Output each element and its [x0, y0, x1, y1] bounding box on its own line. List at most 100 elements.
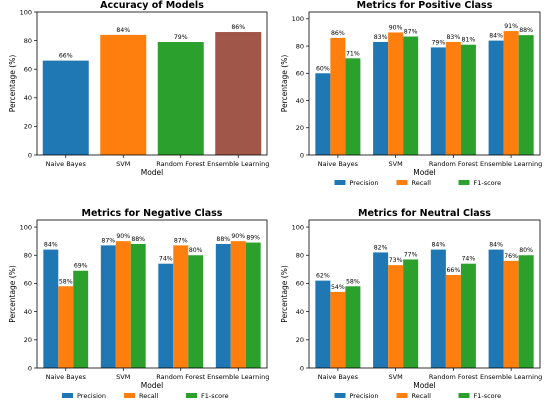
x-axis-label: Model: [141, 381, 164, 390]
y-tick-label: 40: [296, 97, 304, 105]
bar-f1-score-4: [245, 242, 261, 368]
bar-recall-1: [330, 291, 346, 368]
bar-precision-3: [430, 249, 446, 368]
bar-f1-score-1: [73, 270, 89, 368]
y-axis-label: Percentage (%): [280, 265, 289, 323]
data-label: 88%: [216, 236, 230, 243]
legend: Precision Recall F1-score: [334, 179, 501, 187]
x-tick-label: SVM: [116, 160, 130, 168]
bar-accuracy-1: [42, 60, 89, 156]
bar-recall-4: [230, 241, 246, 368]
x-tick-label: Naive Bayes: [46, 160, 87, 168]
y-tick-label: 100: [20, 223, 32, 231]
legend-swatch: [396, 180, 408, 185]
legend-swatch: [124, 393, 135, 398]
y-tick-label: 80: [24, 37, 32, 45]
data-label: 77%: [404, 251, 418, 258]
y-tick-label: 20: [24, 123, 32, 131]
bar-precision-2: [100, 245, 116, 368]
y-tick-label: 80: [296, 252, 304, 260]
data-label: 79%: [174, 34, 188, 41]
bar-precision-1: [315, 280, 331, 368]
bar-f1-score-4: [518, 255, 534, 368]
x-tick-label: Random Forest: [429, 160, 478, 168]
data-label: 90%: [389, 24, 403, 31]
x-axis-label: Model: [413, 168, 436, 177]
x-tick-label: SVM: [389, 373, 403, 381]
legend-label: Precision: [350, 392, 379, 400]
x-tick-label: Naive Bayes: [318, 373, 359, 381]
legend-label: Recall: [412, 179, 432, 187]
y-tick-label: 20: [24, 336, 32, 344]
data-label: 69%: [74, 263, 88, 270]
y-tick-label: 40: [24, 94, 32, 102]
data-label: 87%: [174, 237, 188, 244]
x-tick-label: Naive Bayes: [318, 160, 359, 168]
data-label: 71%: [346, 50, 360, 57]
bar-recall-3: [173, 245, 189, 368]
data-label: 84%: [489, 242, 503, 249]
chart-title: Accuracy of Models: [100, 0, 204, 11]
data-label: 58%: [346, 278, 360, 285]
bar-recall-2: [388, 32, 404, 155]
data-label: 84%: [116, 27, 130, 34]
bar-f1-score-1: [345, 286, 361, 368]
legend-swatch: [458, 180, 470, 185]
bar-precision-2: [373, 41, 389, 155]
legend-swatch: [334, 180, 346, 185]
x-tick-label: Random Forest: [429, 373, 478, 381]
data-label: 86%: [331, 30, 345, 37]
y-tick-label: 20: [296, 124, 304, 132]
legend: Precision Recall F1-score: [334, 392, 501, 400]
bar-f1-score-3: [188, 255, 204, 368]
legend-swatch: [458, 393, 470, 398]
data-label: 60%: [316, 65, 330, 72]
data-label: 74%: [159, 256, 173, 263]
legend-label: Precision: [350, 179, 379, 187]
bar-f1-score-2: [130, 243, 146, 368]
legend: Precision Recall F1-score: [62, 392, 229, 400]
bar-recall-4: [503, 31, 519, 155]
bar-precision-3: [430, 47, 446, 155]
y-tick-label: 100: [20, 8, 32, 16]
y-tick-label: 80: [296, 42, 304, 50]
bar-precision-4: [488, 40, 504, 155]
x-tick-label: Naive Bayes: [46, 373, 87, 381]
axes-frame: [36, 11, 268, 156]
y-tick-label: 40: [296, 308, 304, 316]
data-label: 86%: [231, 24, 245, 31]
y-tick-label: 60: [24, 280, 32, 288]
data-label: 81%: [462, 37, 476, 44]
x-axis-label: Model: [413, 381, 436, 390]
axes-frame: [308, 11, 541, 156]
chart-panel-4: 62% 82% 84% 84% 54% 73% 66% 76% 58% 77% 74% 80% 0 20 4…: [280, 208, 542, 400]
data-label: 87%: [404, 29, 418, 36]
y-tick-label: 0: [300, 151, 304, 159]
data-label: 84%: [431, 242, 445, 249]
bar-accuracy-3: [157, 42, 204, 155]
data-label: 91%: [504, 23, 518, 30]
bar-precision-3: [158, 263, 174, 368]
x-tick-label: Ensemble Learning: [480, 373, 542, 381]
chart-title: Metrics for Neutral Class: [358, 208, 491, 219]
legend-swatch: [62, 393, 73, 398]
chart-title: Metrics for Negative Class: [82, 208, 223, 219]
bar-recall-2: [115, 241, 131, 368]
bar-f1-score-3: [460, 44, 476, 155]
data-label: 87%: [101, 237, 115, 244]
data-label: 82%: [374, 244, 388, 251]
data-label: 84%: [44, 242, 58, 249]
bar-recall-1: [58, 286, 74, 368]
y-tick-label: 0: [28, 151, 32, 159]
chart-title: Metrics for Positive Class: [357, 0, 493, 11]
data-label: 73%: [389, 257, 403, 264]
bar-recall-3: [445, 274, 461, 368]
y-axis-label: Percentage (%): [8, 265, 17, 323]
bar-precision-1: [315, 73, 331, 155]
axes-frame: [308, 219, 541, 369]
data-label: 62%: [316, 273, 330, 280]
y-tick-label: 60: [296, 280, 304, 288]
data-label: 83%: [374, 34, 388, 41]
bar-recall-3: [445, 41, 461, 155]
